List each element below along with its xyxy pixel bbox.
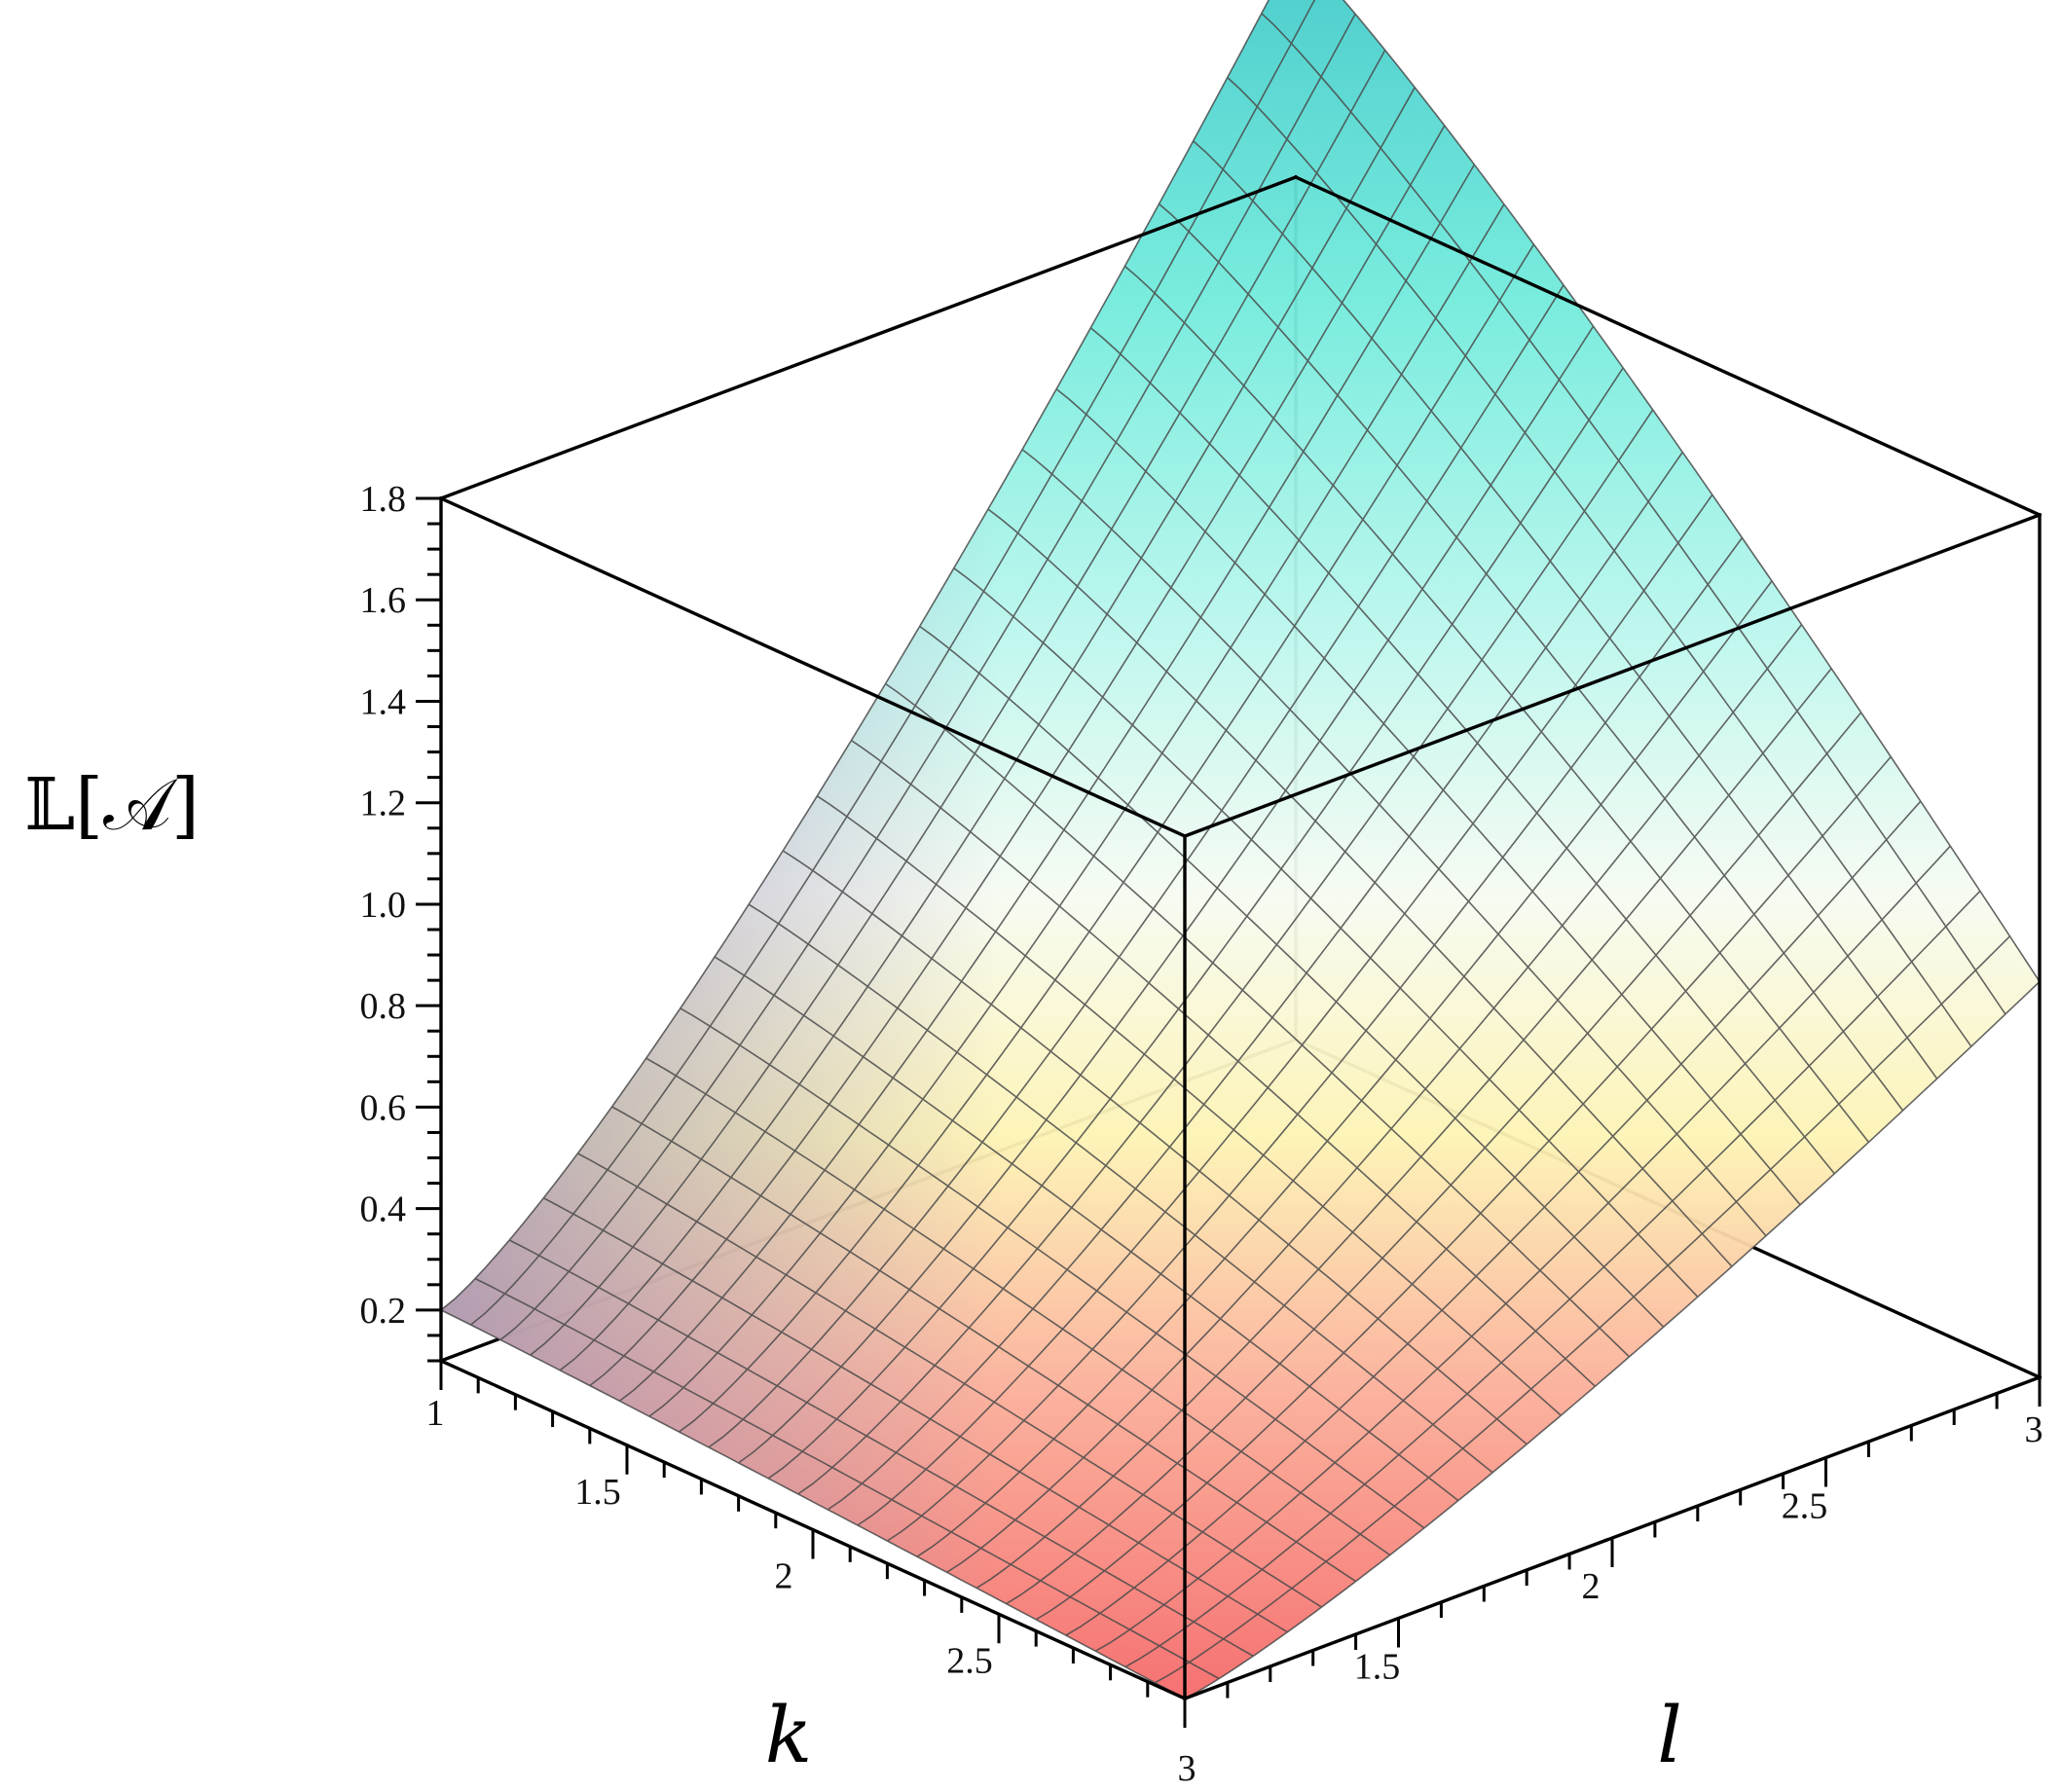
mesh-line-l xyxy=(645,1057,1391,1556)
mesh-line-l xyxy=(1193,140,1938,1079)
box-edge-top-back-left xyxy=(438,174,1299,501)
mesh-line-l xyxy=(1021,449,1767,1237)
mesh-line-l xyxy=(816,795,1562,1416)
z-tick-label: 0.8 xyxy=(360,986,407,1027)
mesh-line-k xyxy=(470,0,1316,1326)
z-tick-label: 1.6 xyxy=(360,580,407,621)
mesh-line-k xyxy=(559,87,1416,1371)
mesh-line-k xyxy=(797,409,1654,1495)
mesh-line-k xyxy=(618,164,1476,1402)
box-edge-top-front-right xyxy=(1182,512,2043,839)
mesh-line-k xyxy=(499,13,1356,1341)
mesh-line-l xyxy=(885,682,1631,1358)
mesh-line-k xyxy=(679,243,1535,1433)
mesh-line-k xyxy=(1006,712,1862,1605)
y-axis-title: l xyxy=(1657,1690,1682,1780)
mesh-line-k xyxy=(589,125,1446,1387)
mesh-line-l xyxy=(714,956,1459,1502)
l-tick-label: 3 xyxy=(2025,1409,2043,1450)
mesh-line-l xyxy=(1089,327,1835,1175)
mesh-line-k xyxy=(530,50,1386,1356)
mesh-line-l xyxy=(577,1152,1322,1608)
mesh-line-l xyxy=(850,739,1596,1387)
mesh-line-l xyxy=(953,567,1699,1298)
z-tick-label: 1.0 xyxy=(360,885,407,926)
surface xyxy=(440,0,2041,1700)
mesh-line-k xyxy=(440,0,1270,1311)
mesh-line-l xyxy=(748,903,1493,1474)
z-tick-label: 1.2 xyxy=(360,784,407,824)
k-tick-label: 1.5 xyxy=(574,1472,621,1513)
mesh-line-l xyxy=(919,625,1665,1328)
surface-shade xyxy=(441,0,2040,1699)
mesh-line-l xyxy=(611,1106,1357,1583)
mesh-line-k xyxy=(1184,980,2041,1700)
mesh-line-k xyxy=(1065,800,1922,1636)
k-tick-label: 1 xyxy=(426,1393,445,1434)
x-axis-title: k xyxy=(765,1690,812,1780)
mesh-line-k xyxy=(767,367,1624,1480)
mesh-line-l xyxy=(1123,265,1870,1143)
mesh-line-k xyxy=(975,668,1832,1590)
mesh-line-k xyxy=(708,284,1564,1448)
mesh-line-l xyxy=(782,850,1527,1445)
mesh-line-k xyxy=(1155,935,2010,1684)
z-tick-label: 0.4 xyxy=(360,1189,407,1230)
l-tick-label: 2 xyxy=(1582,1566,1601,1607)
mesh-line-l xyxy=(543,1197,1288,1633)
mesh-line-k xyxy=(827,452,1683,1511)
axes: 0.2 0.4 0.6 0.8 1.0 1.2 1.4 1.6 1.8 1 1.5 2 2.5 3 1.5 2… xyxy=(360,479,2043,1789)
z-tick-label: 1.8 xyxy=(360,479,407,520)
k-tick-label: 2.5 xyxy=(946,1640,993,1681)
mesh-line-k xyxy=(1035,755,1892,1621)
mesh-line-l xyxy=(680,1007,1425,1529)
mesh-line-k xyxy=(738,325,1595,1464)
mesh-line-k xyxy=(916,580,1773,1557)
mesh-line-l xyxy=(1261,13,2006,1015)
mesh-line-k xyxy=(1124,890,1981,1668)
mesh-line-k xyxy=(946,624,1803,1573)
mesh-line-l xyxy=(1158,202,1904,1112)
mesh-line-l xyxy=(1342,0,2041,982)
mesh-line-l xyxy=(440,1309,1186,1700)
surface-mesh xyxy=(440,0,2041,1700)
box-edge-top-front-left xyxy=(438,495,1188,839)
z-tick-label: 0.6 xyxy=(360,1087,407,1128)
z-tick-label: 0.2 xyxy=(360,1291,407,1332)
mesh-line-k xyxy=(1094,845,1951,1652)
k-tick-label: 2 xyxy=(775,1556,793,1597)
mesh-line-l xyxy=(987,508,1733,1267)
mesh-line-l xyxy=(1055,388,1801,1206)
l-tick-label: 1.5 xyxy=(1354,1647,1401,1688)
z-axis-title: 𝕃[𝒜] xyxy=(24,763,200,847)
mesh-line-l xyxy=(1227,77,1972,1047)
z-tick-label: 1.4 xyxy=(360,681,407,722)
box-edge-top-back-right xyxy=(1293,174,2043,518)
mesh-line-l xyxy=(474,1277,1220,1680)
l-tick-label: 2.5 xyxy=(1782,1486,1828,1527)
k-tick-label: 3 xyxy=(1178,1748,1196,1789)
mesh-line-k xyxy=(886,537,1744,1542)
mesh-line-k xyxy=(648,203,1505,1417)
mesh-line-l xyxy=(508,1239,1254,1657)
